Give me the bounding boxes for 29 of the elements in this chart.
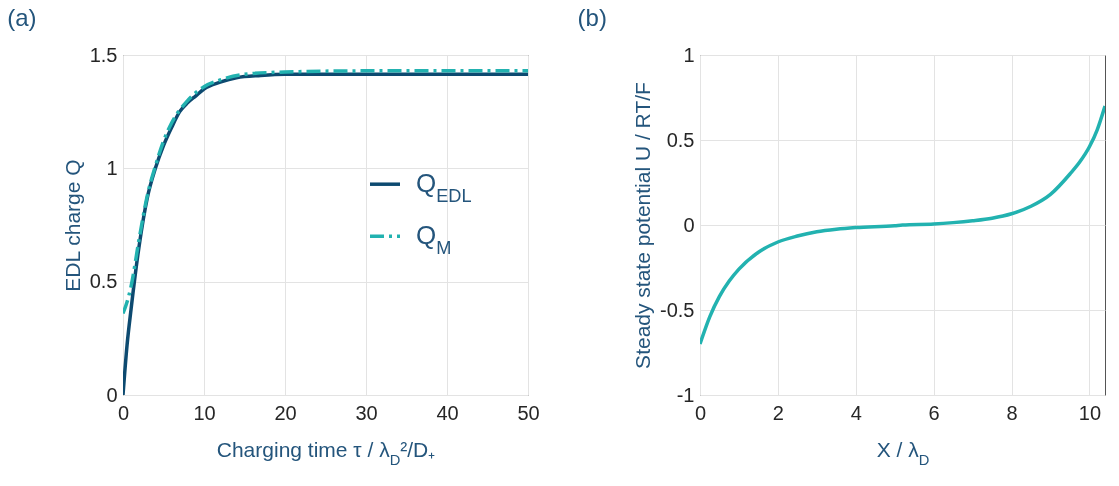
line-series	[700, 104, 1105, 346]
x-tick-label: 50	[517, 401, 540, 424]
x-tick-label: 6	[928, 401, 940, 424]
y-tick-label: 0	[106, 383, 118, 406]
x-axis-title: X / λ$_{D}$	[876, 437, 930, 468]
y-tick-label: -1	[676, 383, 695, 406]
x-tick-label: 40	[436, 401, 459, 424]
x-tick-label: 10	[1078, 401, 1102, 424]
y-tick-label: 1	[106, 156, 118, 179]
y-tick-label: 0.5	[666, 128, 695, 151]
x-tick-label: 2	[772, 401, 784, 424]
chart-title: (b)	[577, 4, 607, 31]
x-tick-label: 10	[193, 401, 216, 424]
x-tick-label: 20	[274, 401, 297, 424]
x-tick-label: 4	[850, 401, 862, 424]
x-tick-label: 30	[355, 401, 378, 424]
x-axis-title: Charging time τ / λ$_{D}$²/D₊	[216, 437, 436, 468]
x-tick-label: 8	[1006, 401, 1018, 424]
legend-label: Q$_{M}$	[416, 220, 452, 259]
y-axis-title: Steady state potential U / RT/F	[631, 82, 655, 369]
y-axis-title: EDL charge Q	[60, 159, 84, 292]
y-tick-label: -0.5	[660, 298, 695, 321]
legend-label: Q$_{EDL}$	[416, 168, 472, 207]
y-tick-label: 0	[683, 213, 695, 236]
chart-title: (a)	[7, 4, 37, 31]
y-tick-label: 0.5	[89, 270, 118, 293]
y-tick-label: 1.5	[89, 43, 118, 66]
y-tick-label: 1	[683, 43, 695, 66]
line-series	[123, 69, 528, 316]
